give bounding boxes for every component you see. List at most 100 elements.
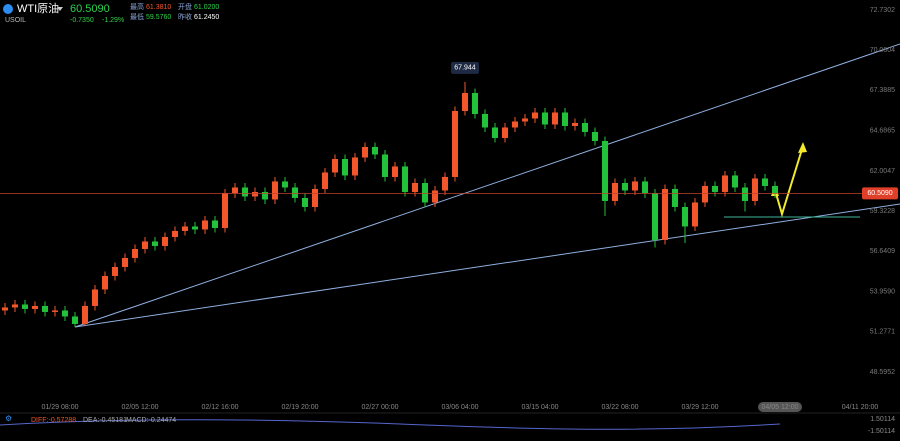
candle-body [272, 181, 278, 200]
candle-body [702, 185, 708, 203]
candle-body [762, 178, 768, 186]
candle-body [2, 307, 8, 311]
candle-body [262, 191, 268, 200]
candle-body [322, 172, 328, 189]
candle-body [282, 181, 288, 188]
candle-body [332, 158, 338, 173]
candle-body [382, 154, 388, 177]
x-tick-highlight [758, 402, 802, 412]
candle-body [452, 110, 458, 177]
candle-body [752, 178, 758, 201]
candle-body [442, 176, 448, 191]
indicator-tick: -1.50114 [868, 428, 895, 435]
candle-body [572, 122, 578, 126]
candle-body [502, 127, 508, 138]
x-tick-label: 03/15 04:00 [522, 404, 559, 411]
x-tick-label: 02/12 16:00 [202, 404, 239, 411]
candle-body [562, 112, 568, 126]
candle-body [642, 181, 648, 194]
y-tick-label: 70.0604 [870, 47, 895, 54]
candle-body [132, 248, 138, 258]
candle-body [602, 140, 608, 201]
candle-body [402, 166, 408, 192]
change: -0.7350 [70, 17, 94, 24]
y-tick-label: 62.0047 [870, 168, 895, 175]
candle-body [62, 310, 68, 317]
candle-body [112, 266, 118, 276]
candle-body [292, 187, 298, 198]
dropdown-icon[interactable] [57, 7, 63, 11]
candle-body [692, 202, 698, 227]
candle-body [92, 289, 98, 306]
y-tick-label: 56.6409 [870, 248, 895, 255]
candle-body [82, 305, 88, 324]
candle-body [42, 305, 48, 312]
arrow-head [798, 142, 807, 153]
indicator-curve [0, 419, 781, 430]
candle-body [212, 220, 218, 228]
candle-body [22, 304, 28, 309]
candle-body [542, 112, 548, 125]
indicator-tick: 1.50114 [870, 416, 895, 423]
x-tick-label: 03/29 12:00 [682, 404, 719, 411]
candle-body [242, 187, 248, 197]
candle-body [372, 146, 378, 155]
candle-body [432, 190, 438, 203]
trendline [74, 43, 900, 328]
macd-value: MACD:-0.24474 [126, 417, 176, 424]
x-tick-label: 02/05 12:00 [122, 404, 159, 411]
stat-label: 最低 [130, 12, 144, 21]
symbol-name[interactable]: WTI原油 [17, 1, 59, 15]
current-price: 60.5090 [70, 3, 110, 15]
candle-body [202, 220, 208, 230]
candle-body [632, 181, 638, 191]
y-tick-label: 72.7302 [870, 7, 895, 14]
x-tick-label: 03/06 04:00 [442, 404, 479, 411]
settings-icon[interactable]: ⚙ [5, 414, 12, 423]
candle-body [352, 157, 358, 176]
stat-label: 昨收 [178, 12, 192, 21]
forecast-arrow [774, 145, 804, 218]
candle-body [462, 92, 468, 111]
candle-body [252, 191, 258, 197]
x-tick-label: 01/29 08:00 [42, 404, 79, 411]
last-price-label: 60.5090 [867, 190, 892, 197]
candle-body [592, 131, 598, 141]
candle-body [622, 182, 628, 191]
candle-body [532, 112, 538, 119]
candle-body [772, 185, 778, 194]
y-tick-label: 67.3885 [870, 87, 895, 94]
candle-body [682, 206, 688, 227]
candle-body [32, 305, 38, 309]
stat-value: 61.0200 [194, 4, 219, 11]
candle-body [652, 193, 658, 240]
dea-value: DEA:-0.45181 [83, 417, 127, 424]
candle-body [122, 257, 128, 267]
y-tick-label: 48.5952 [870, 369, 895, 376]
symbol-icon[interactable] [3, 4, 13, 14]
candle-body [512, 121, 518, 128]
y-tick-label: 53.9590 [870, 288, 895, 295]
candle-body [612, 182, 618, 201]
stat-label: 开盘 [178, 2, 192, 11]
symbol-code: USOIL [5, 17, 26, 24]
candle-body [312, 188, 318, 207]
candle-body [552, 112, 558, 125]
x-tick-label: 03/22 08:00 [602, 404, 639, 411]
peak-label: 67.944 [454, 65, 476, 72]
candle-body [52, 310, 58, 312]
stat-value: 59.5760 [146, 14, 171, 21]
candle-body [302, 197, 308, 207]
y-tick-label: 59.3228 [870, 208, 895, 215]
change-pct: -1.29% [102, 17, 124, 24]
stat-value: 61.3810 [146, 4, 171, 11]
candle-body [522, 118, 528, 122]
x-tick-label: 02/19 20:00 [282, 404, 319, 411]
candle-body [152, 241, 158, 246]
candle-body [142, 241, 148, 249]
x-tick-label: 04/11 20:00 [842, 404, 879, 411]
candle-body [72, 316, 78, 324]
candle-body [482, 113, 488, 128]
